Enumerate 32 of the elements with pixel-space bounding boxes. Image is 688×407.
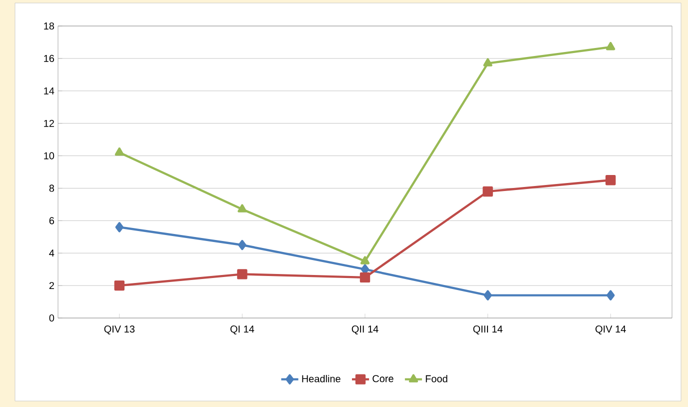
y-tick-label: 14 (44, 87, 54, 94)
x-tick-label: QIV 14 (596, 326, 626, 334)
point (114, 147, 124, 156)
point (360, 256, 370, 264)
point (484, 290, 492, 300)
y-tick-label: 2 (49, 282, 54, 290)
point (237, 269, 248, 280)
point (606, 175, 616, 186)
y-tick-label: 12 (44, 120, 54, 127)
y-tick-label: 0 (49, 314, 54, 322)
point (238, 204, 247, 212)
y-tick-label: 18 (44, 22, 54, 30)
point (606, 290, 615, 300)
x-tick-label: QI 14 (230, 326, 254, 334)
point (238, 240, 246, 250)
y-tick-label: 16 (44, 54, 54, 62)
point (114, 280, 125, 291)
point (360, 272, 370, 283)
y-tick-label: 8 (49, 184, 54, 192)
legend-label: Core (372, 375, 394, 382)
legend-label: Headline (302, 374, 340, 382)
x-tick-label: QIV 13 (104, 326, 135, 334)
y-tick-label: 6 (49, 217, 54, 224)
x-tick-label: QII 14 (352, 326, 378, 334)
point (115, 222, 124, 232)
y-tick-label: 10 (44, 152, 54, 160)
y-tick-label: 4 (49, 250, 54, 257)
point (483, 58, 492, 66)
legend-label: Food (426, 374, 448, 382)
point (606, 42, 616, 50)
x-tick-label: QIII 14 (473, 326, 503, 334)
point (482, 186, 493, 197)
